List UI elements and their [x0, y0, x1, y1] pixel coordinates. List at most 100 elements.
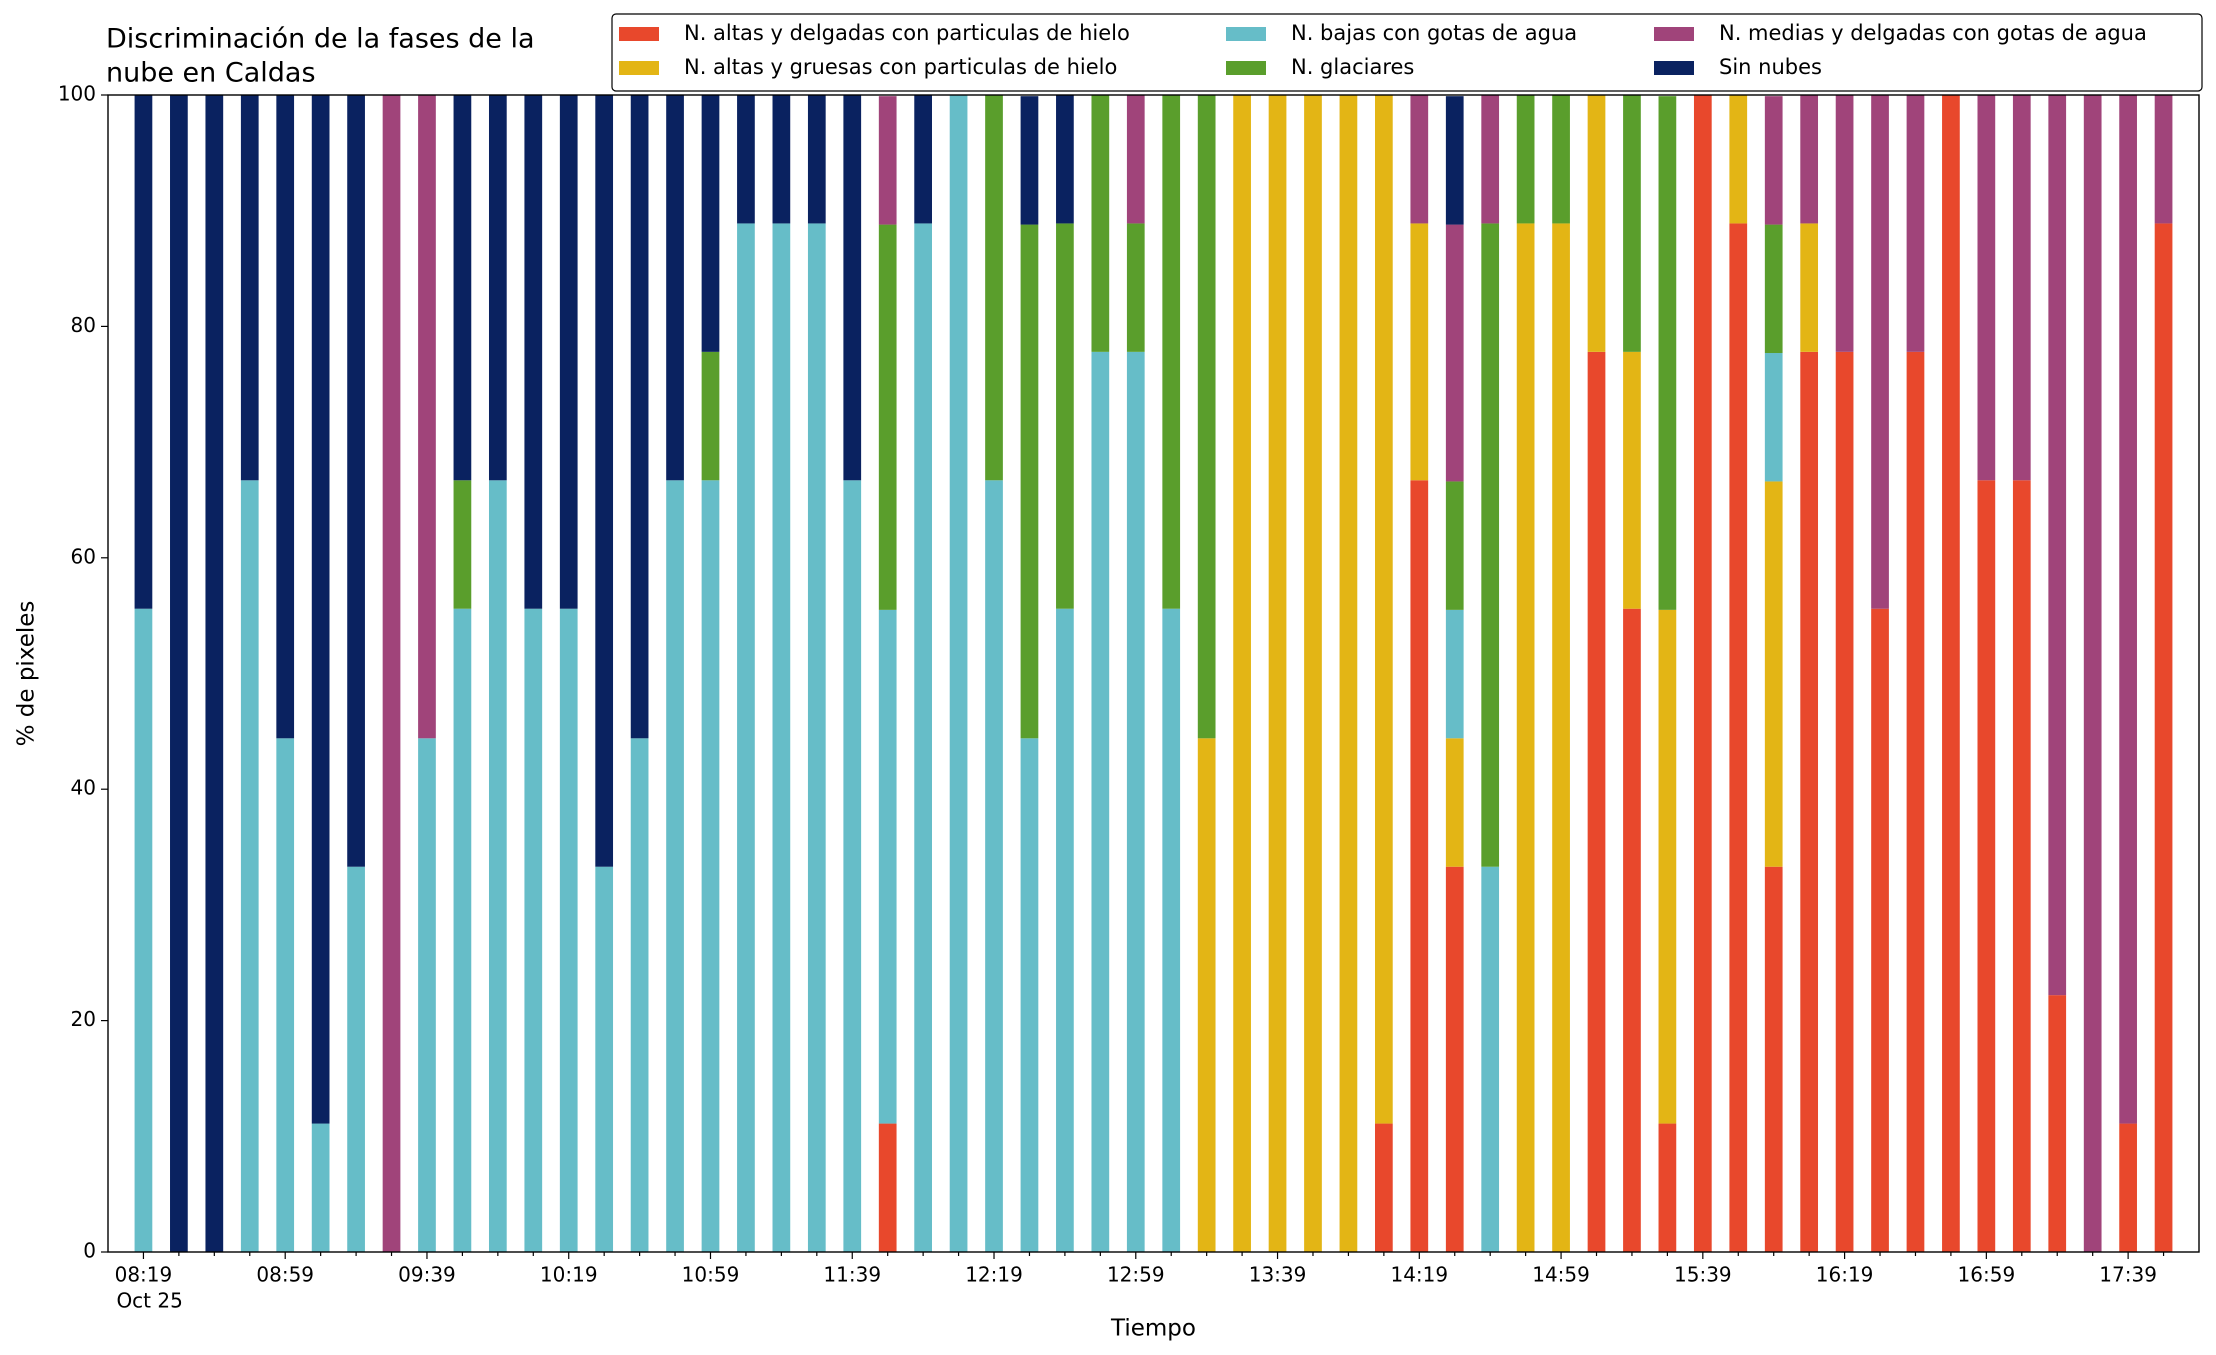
bar-segment — [1516, 95, 1535, 224]
bar-segment — [1162, 608, 1181, 1252]
legend-label: N. bajas con gotas de agua — [1291, 21, 1577, 45]
bar-segment — [311, 95, 330, 1124]
plot-frame — [107, 94, 2200, 1253]
x-tick-label: 10:59 — [682, 1263, 740, 1287]
bar-segment — [311, 1123, 330, 1252]
bar-segment — [1764, 481, 1783, 867]
bar-segment — [1339, 95, 1358, 1252]
x-tick-label: 12:59 — [1107, 1263, 1165, 1287]
bar-segment — [382, 95, 401, 1252]
bar-segment — [1977, 95, 1996, 481]
bar-segment — [1658, 609, 1677, 1124]
bar-segment — [772, 95, 791, 224]
y-tick-label: 40 — [71, 776, 96, 800]
bar-segment — [1729, 223, 1748, 1252]
chart-title: nube en Caldas — [106, 58, 316, 89]
bar-segment — [240, 480, 259, 1252]
bar-segment — [1410, 95, 1429, 224]
bar-segment — [1764, 224, 1783, 354]
bar-segment — [1942, 95, 1960, 1252]
bar-segment — [1658, 96, 1677, 610]
bar-segment — [134, 95, 153, 609]
bar-segment — [1764, 353, 1783, 482]
bar-segment — [1162, 95, 1181, 609]
bar-segment — [843, 95, 862, 481]
x-tick-label: 11:39 — [823, 1263, 881, 1287]
bar-segment — [170, 95, 188, 1252]
bar-segment — [2154, 95, 2173, 224]
bar-segment — [737, 223, 755, 1252]
bar-segment — [1091, 95, 1110, 352]
bar-segment — [2048, 995, 2067, 1252]
bar-segment — [843, 480, 862, 1252]
bar-segment — [1126, 351, 1145, 1252]
legend-label: Sin nubes — [1719, 55, 1822, 79]
bar-segment — [807, 223, 826, 1252]
bar-segment — [2012, 480, 2031, 1252]
legend-label: N. altas y delgadas con particulas de hi… — [684, 21, 1130, 45]
bar-segment — [1552, 95, 1570, 224]
bar-segment — [524, 608, 543, 1252]
bar-segment — [2119, 1123, 2137, 1252]
bar-segment — [1375, 1123, 1393, 1252]
bar-segment — [1445, 481, 1464, 610]
bar-segment — [1552, 223, 1570, 1252]
bar-segment — [1835, 95, 1854, 352]
legend-box — [611, 13, 2203, 92]
bar-segment — [1056, 223, 1074, 609]
bar-segment — [1410, 223, 1429, 481]
y-tick-label: 0 — [83, 1239, 96, 1263]
y-tick-label: 60 — [71, 544, 96, 568]
bar-segment — [1445, 96, 1464, 225]
bar-segment — [1516, 223, 1535, 1252]
bar-segment — [134, 608, 153, 1252]
legend-label: N. medias y delgadas con gotas de agua — [1719, 21, 2147, 45]
bar-segment — [347, 95, 365, 867]
bar-segment — [1197, 95, 1216, 739]
legend-swatch — [1226, 61, 1266, 75]
x-tick-label: 08:19 — [115, 1263, 173, 1287]
bar-segment — [1445, 224, 1464, 482]
legend-swatch — [1226, 27, 1266, 41]
bar-segment — [1871, 608, 1889, 1252]
bar-segment — [1906, 95, 1925, 352]
x-tick-label: 16:59 — [1958, 1263, 2016, 1287]
bar-segment — [701, 480, 720, 1252]
bar-segment — [1233, 95, 1251, 1252]
bar-segment — [2048, 95, 2067, 996]
bar-segment — [1020, 224, 1039, 739]
x-tick-label: 13:39 — [1249, 1263, 1307, 1287]
bar-segment — [1056, 608, 1074, 1252]
bar-segment — [1020, 738, 1039, 1252]
bar-segment — [2119, 95, 2137, 1124]
bar-segment — [878, 224, 897, 610]
bar-segment — [666, 480, 684, 1252]
x-date-label: Oct 25 — [116, 1289, 182, 1313]
bar-segment — [1056, 95, 1074, 224]
bar-segment — [559, 608, 578, 1252]
bar-segment — [1410, 480, 1429, 1252]
legend: N. altas y delgadas con particulas de hi… — [611, 13, 2203, 92]
bar-segment — [347, 866, 365, 1252]
bar-segment — [488, 480, 507, 1252]
x-tick-label: 16:19 — [1816, 1263, 1874, 1287]
bar-segment — [205, 95, 224, 1252]
bar-segment — [701, 95, 720, 352]
legend-label: N. altas y gruesas con particulas de hie… — [684, 55, 1117, 79]
bar-segment — [878, 609, 897, 1124]
bar-segment — [1587, 95, 1606, 352]
bar-segment — [453, 95, 472, 481]
legend-swatch — [1654, 61, 1694, 75]
legend-swatch — [619, 61, 659, 75]
bar-segment — [914, 95, 932, 224]
bar-segment — [878, 1123, 897, 1252]
x-tick-label: 08:59 — [256, 1263, 314, 1287]
x-tick-label: 15:39 — [1674, 1263, 1732, 1287]
bar-segment — [1268, 95, 1287, 1252]
bar-segment — [772, 223, 791, 1252]
bar-segment — [1126, 95, 1145, 224]
bar-segment — [1800, 223, 1819, 352]
y-tick-label: 80 — [71, 313, 96, 337]
bar-segment — [2012, 95, 2031, 481]
bar-segment — [488, 95, 507, 481]
